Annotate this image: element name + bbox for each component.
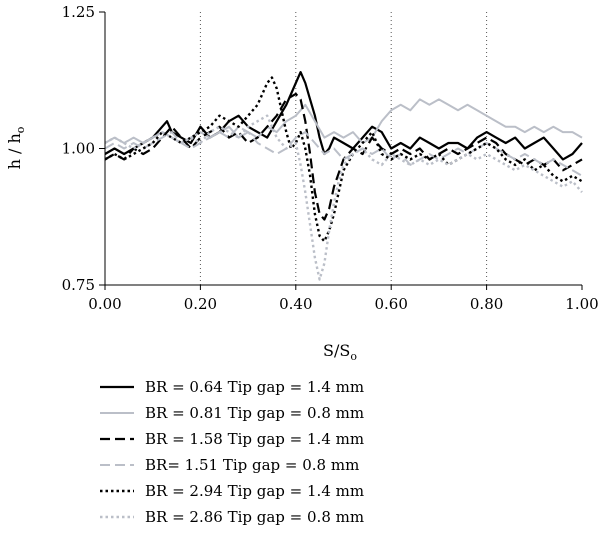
x-tick-label: 0.60 bbox=[374, 295, 407, 313]
x-axis-title-sub: o bbox=[350, 350, 357, 363]
x-tick-label: 0.00 bbox=[88, 295, 121, 313]
y-tick-labels: 0.75 1.00 1.25 bbox=[62, 3, 95, 294]
series-line-1 bbox=[104, 71, 583, 161]
legend-label-5: BR = 2.94 Tip gap = 1.4 mm bbox=[145, 482, 364, 500]
y-axis-title-main: h / h bbox=[5, 133, 24, 169]
series-line-4 bbox=[104, 125, 583, 177]
legend-label-3: BR = 1.58 Tip gap = 1.4 mm bbox=[145, 430, 364, 448]
series-line-3 bbox=[104, 92, 583, 221]
x-tick-label: 0.80 bbox=[470, 295, 503, 313]
series-lines bbox=[104, 71, 583, 281]
series-line-6 bbox=[104, 114, 583, 281]
vertical-gridlines bbox=[199, 12, 488, 285]
y-axis-title: h / ho bbox=[5, 126, 27, 169]
legend: BR = 0.64 Tip gap = 1.4 mm BR = 0.81 Tip … bbox=[100, 378, 364, 526]
y-tick-label: 0.75 bbox=[62, 276, 95, 294]
y-tick-label: 1.00 bbox=[62, 140, 95, 158]
legend-label-2: BR = 0.81 Tip gap = 0.8 mm bbox=[145, 404, 364, 422]
y-axis-title-sub: o bbox=[14, 126, 27, 133]
x-axis-title: S/So bbox=[323, 341, 357, 363]
x-axis-title-main: S/S bbox=[323, 341, 350, 360]
y-tick-label: 1.25 bbox=[62, 3, 95, 21]
series-line-5 bbox=[104, 76, 583, 243]
x-tick-label: 0.40 bbox=[279, 295, 312, 313]
x-tick-labels: 0.00 0.20 0.40 0.60 0.80 1.00 bbox=[88, 295, 598, 313]
x-tick-label: 0.20 bbox=[184, 295, 217, 313]
x-tick-label: 1.00 bbox=[565, 295, 598, 313]
legend-label-4: BR= 1.51 Tip gap = 0.8 mm bbox=[145, 456, 359, 474]
legend-label-6: BR = 2.86 Tip gap = 0.8 mm bbox=[145, 508, 364, 526]
axes bbox=[99, 11, 583, 290]
legend-label-1: BR = 0.64 Tip gap = 1.4 mm bbox=[145, 378, 364, 396]
